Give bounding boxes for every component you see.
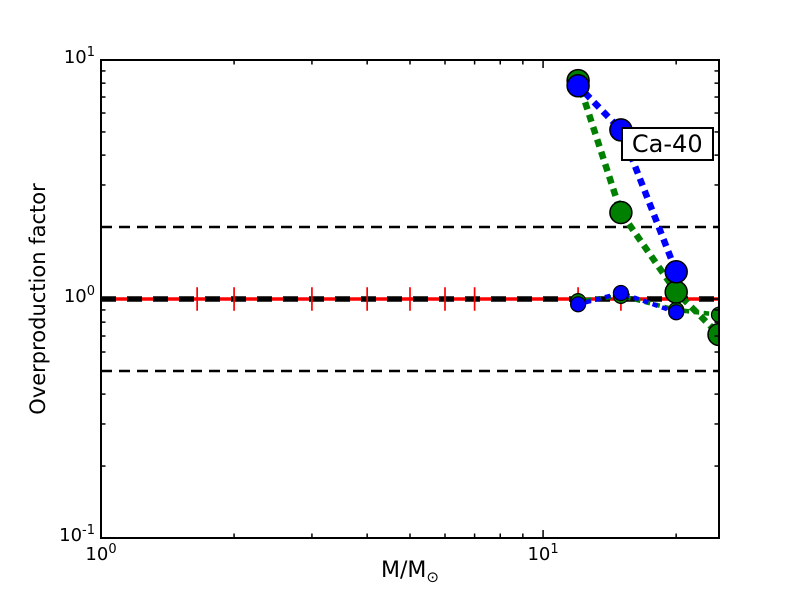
x-tick-label-0: 100 bbox=[85, 541, 117, 565]
series-blue-massive bbox=[566, 74, 688, 284]
series-blue-near-unity bbox=[569, 284, 685, 321]
blue-massive-marker bbox=[664, 260, 688, 284]
y-tick-label-1: 101 bbox=[63, 44, 95, 68]
green-near-unity-marker bbox=[710, 306, 719, 323]
isotope-label: Ca-40 bbox=[620, 126, 714, 161]
y-tick-label--1: 10-1 bbox=[59, 522, 95, 546]
blue-near-unity-marker bbox=[668, 304, 685, 321]
x-axis-label-text: M/M bbox=[381, 558, 427, 583]
green-massive-marker bbox=[707, 322, 719, 347]
axis-ticks bbox=[100, 59, 719, 539]
x-axis-label: M/M⊙ bbox=[310, 558, 510, 587]
blue-near-unity-marker bbox=[569, 296, 587, 313]
x-tick-label-1: 101 bbox=[527, 541, 559, 565]
y-axis-label: Overproduction factor bbox=[26, 183, 50, 415]
blue-near-unity-marker bbox=[612, 284, 630, 302]
green-massive-marker bbox=[664, 280, 688, 304]
y-tick-label-0: 100 bbox=[63, 283, 95, 307]
blue-massive-marker bbox=[566, 74, 590, 98]
sun-symbol: ⊙ bbox=[426, 568, 439, 587]
plot-area bbox=[101, 68, 719, 373]
blue-massive-line bbox=[573, 81, 681, 277]
green-massive-marker bbox=[609, 200, 633, 225]
